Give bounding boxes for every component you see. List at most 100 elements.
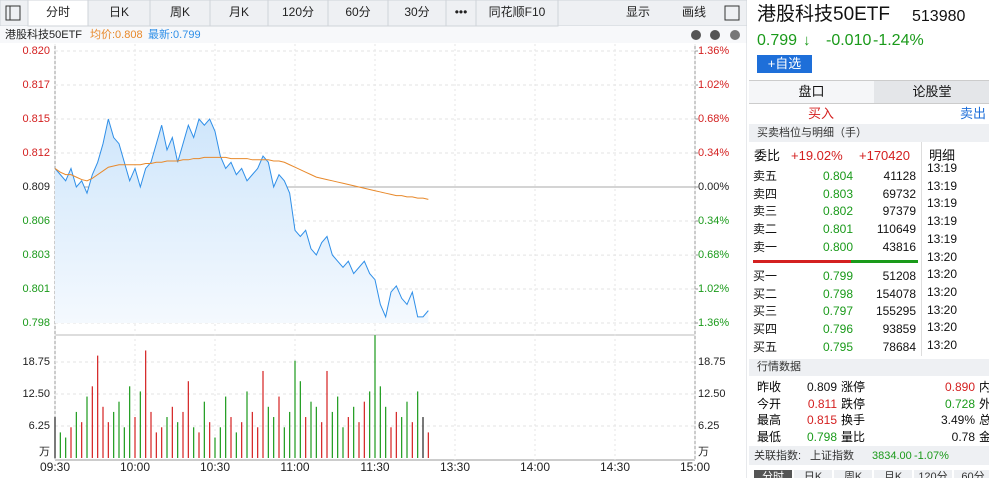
stat-label: 昨收 (757, 380, 782, 394)
index-value: 3834.00 (872, 450, 912, 462)
volume-bar (267, 406, 269, 458)
y-tick-label: 0.809 (22, 181, 50, 193)
volume-bar (81, 422, 83, 458)
bottom-tab[interactable]: 月K (874, 470, 912, 478)
y2-tick-label: 1.36% (698, 317, 729, 329)
index-name[interactable]: 上证指数 (810, 450, 854, 462)
volume-bar (54, 417, 56, 458)
toolbar-tab-label: 分时 (46, 5, 70, 19)
book-volume: 110649 (876, 222, 916, 237)
volume-bar (427, 432, 429, 458)
trade-time: 13:20 (927, 302, 958, 317)
toolbar-tab[interactable] (387, 0, 447, 27)
volume-bar (219, 427, 221, 458)
book-level: 买三 (753, 304, 778, 319)
volume-bar (262, 370, 264, 458)
volume-bar (385, 406, 387, 458)
trade-time: 13:19 (927, 178, 958, 193)
volume-bar (59, 432, 61, 458)
info-latest: 最新:0.799 (148, 27, 201, 41)
toolbar-tab[interactable] (87, 0, 151, 27)
toolbar-tab-label: 日K (109, 5, 129, 19)
book-price: 0.803 (822, 186, 853, 201)
book-volume: 154078 (875, 286, 916, 301)
book-level: 买一 (753, 269, 778, 283)
bottom-tab[interactable]: 日K (794, 470, 832, 478)
ask-bid-bar-red (753, 260, 851, 263)
toolbar-tab[interactable] (267, 0, 329, 27)
stat-label: 最高 (757, 413, 782, 427)
x-tick-label: 14:30 (600, 460, 630, 474)
toolbar-tab[interactable] (327, 0, 389, 27)
stat-value: 3.49% (940, 413, 975, 427)
y2-tick-label: 1.02% (698, 79, 729, 91)
y2-tick-label: 1.36% (698, 45, 729, 57)
tab[interactable]: 论股堂 (912, 84, 952, 99)
stat-value: 0.78 (951, 429, 975, 444)
book-price: 0.801 (822, 222, 853, 237)
zoom-in[interactable] (691, 30, 701, 40)
display-button[interactable]: 显示 (626, 5, 650, 19)
stat-label: 涨停 (841, 380, 866, 394)
toolbar-tab-label: 月K (229, 5, 249, 19)
volume-bar (225, 396, 227, 458)
bottom-tab[interactable]: 120分 (914, 470, 952, 478)
info-name: 港股科技50ETF (5, 27, 82, 41)
book-title: 买卖档位与明细（手） (749, 124, 989, 142)
toolbar-tab[interactable] (475, 0, 559, 27)
index-pct: -1.07% (914, 450, 949, 462)
bottom-tab[interactable]: 60分 (954, 470, 989, 478)
volume-tick-label-right: 12.50 (698, 388, 726, 400)
volume-bar (422, 417, 424, 458)
buy-button[interactable]: 买入 (808, 106, 835, 121)
volume-tick-label: 18.75 (22, 356, 50, 368)
y-tick-label: 0.801 (22, 283, 50, 295)
volume-bar (326, 370, 328, 458)
stat-value: 0.815 (806, 413, 837, 427)
add-watch-button[interactable]: +自选 (757, 55, 812, 73)
toolbar-tab[interactable] (27, 0, 89, 27)
menu-icon[interactable] (5, 5, 21, 21)
trade-time: 13:20 (927, 338, 958, 352)
bottom-tab[interactable]: 分时 (754, 470, 792, 478)
quote-arrow: ↓ (803, 32, 811, 49)
y-tick-label: 0.820 (22, 45, 50, 57)
sell-button[interactable]: 卖出 (960, 106, 987, 121)
book-volume: 155295 (875, 304, 916, 319)
quote-code: 513980 (912, 8, 966, 25)
info-bar (0, 26, 747, 43)
volume-bar (342, 427, 344, 458)
x-tick-label: 15:00 (680, 460, 710, 474)
stat-value: 0.809 (806, 380, 837, 394)
stat-label: 量比 (841, 429, 866, 444)
settings[interactable] (730, 30, 740, 40)
volume-bar (305, 417, 307, 458)
stats-title: 行情数据 (749, 359, 989, 376)
volume-tick-label: 12.50 (22, 388, 50, 400)
zoom-out[interactable] (710, 30, 720, 40)
volume-bar (214, 437, 216, 458)
volume-bar (374, 335, 376, 458)
volume-bar (65, 437, 67, 458)
bottom-tab[interactable]: 周K (834, 470, 872, 478)
tab[interactable]: 盘口 (749, 81, 874, 103)
volume-bar (289, 411, 291, 458)
volume-bar (353, 406, 355, 458)
index-bar (749, 446, 989, 465)
y2-tick-label: 0.68% (698, 113, 729, 125)
toolbar-tab[interactable] (445, 0, 477, 27)
volume-bar (417, 391, 419, 458)
book-price: 0.800 (822, 239, 853, 254)
ratio-label: 委比 (754, 148, 781, 163)
trade-time: 13:19 (927, 214, 958, 229)
volume-bar (331, 411, 333, 458)
volume-bar (283, 427, 285, 458)
trade-time: 13:20 (927, 320, 958, 335)
side-toggle[interactable] (724, 5, 740, 21)
volume-bar (299, 381, 301, 458)
toolbar-tab-label: 60分 (345, 5, 370, 19)
quote-name: 港股科技50ETF (757, 4, 891, 25)
volume-bar (337, 396, 339, 458)
volume-tick-label-right: 6.25 (698, 420, 719, 432)
draw-button[interactable]: 画线 (682, 5, 706, 19)
